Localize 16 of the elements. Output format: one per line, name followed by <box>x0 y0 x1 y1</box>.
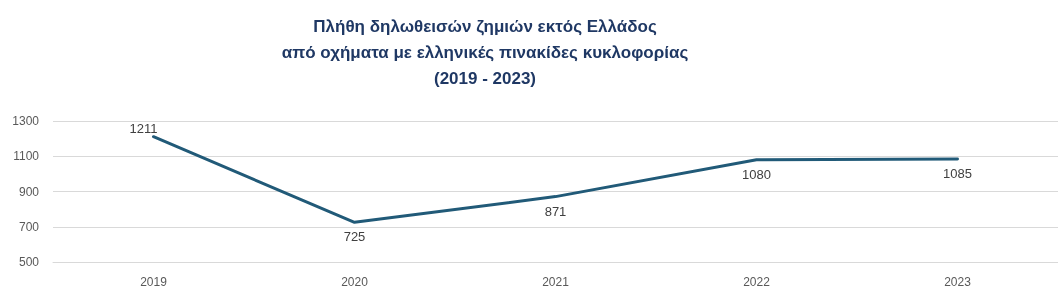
data-label: 871 <box>544 203 567 219</box>
data-label: 725 <box>343 229 366 245</box>
y-tick-label: 900 <box>18 184 40 199</box>
chart-title: Πλήθη δηλωθεισών ζημιών εκτός Ελλάδος από οχήματα με ελληνικές πινακίδες κυκλοφορίας (2019 - 2023) <box>281 16 689 88</box>
y-tick-label: 1100 <box>13 149 40 164</box>
data-label: 1085 <box>943 165 972 181</box>
x-tick-label: 2019 <box>140 275 168 289</box>
data-label: 1080 <box>742 166 771 182</box>
x-tick-label: 2023 <box>944 275 972 289</box>
x-tick-label: 2021 <box>542 275 570 289</box>
y-tick-label: 1300 <box>12 114 40 128</box>
x-tick-label: 2020 <box>341 275 369 289</box>
x-tick-label: 2022 <box>743 275 771 289</box>
data-label: 1211 <box>129 120 158 136</box>
y-tick-label: 500 <box>18 255 40 269</box>
y-tick-label: 700 <box>18 219 40 234</box>
